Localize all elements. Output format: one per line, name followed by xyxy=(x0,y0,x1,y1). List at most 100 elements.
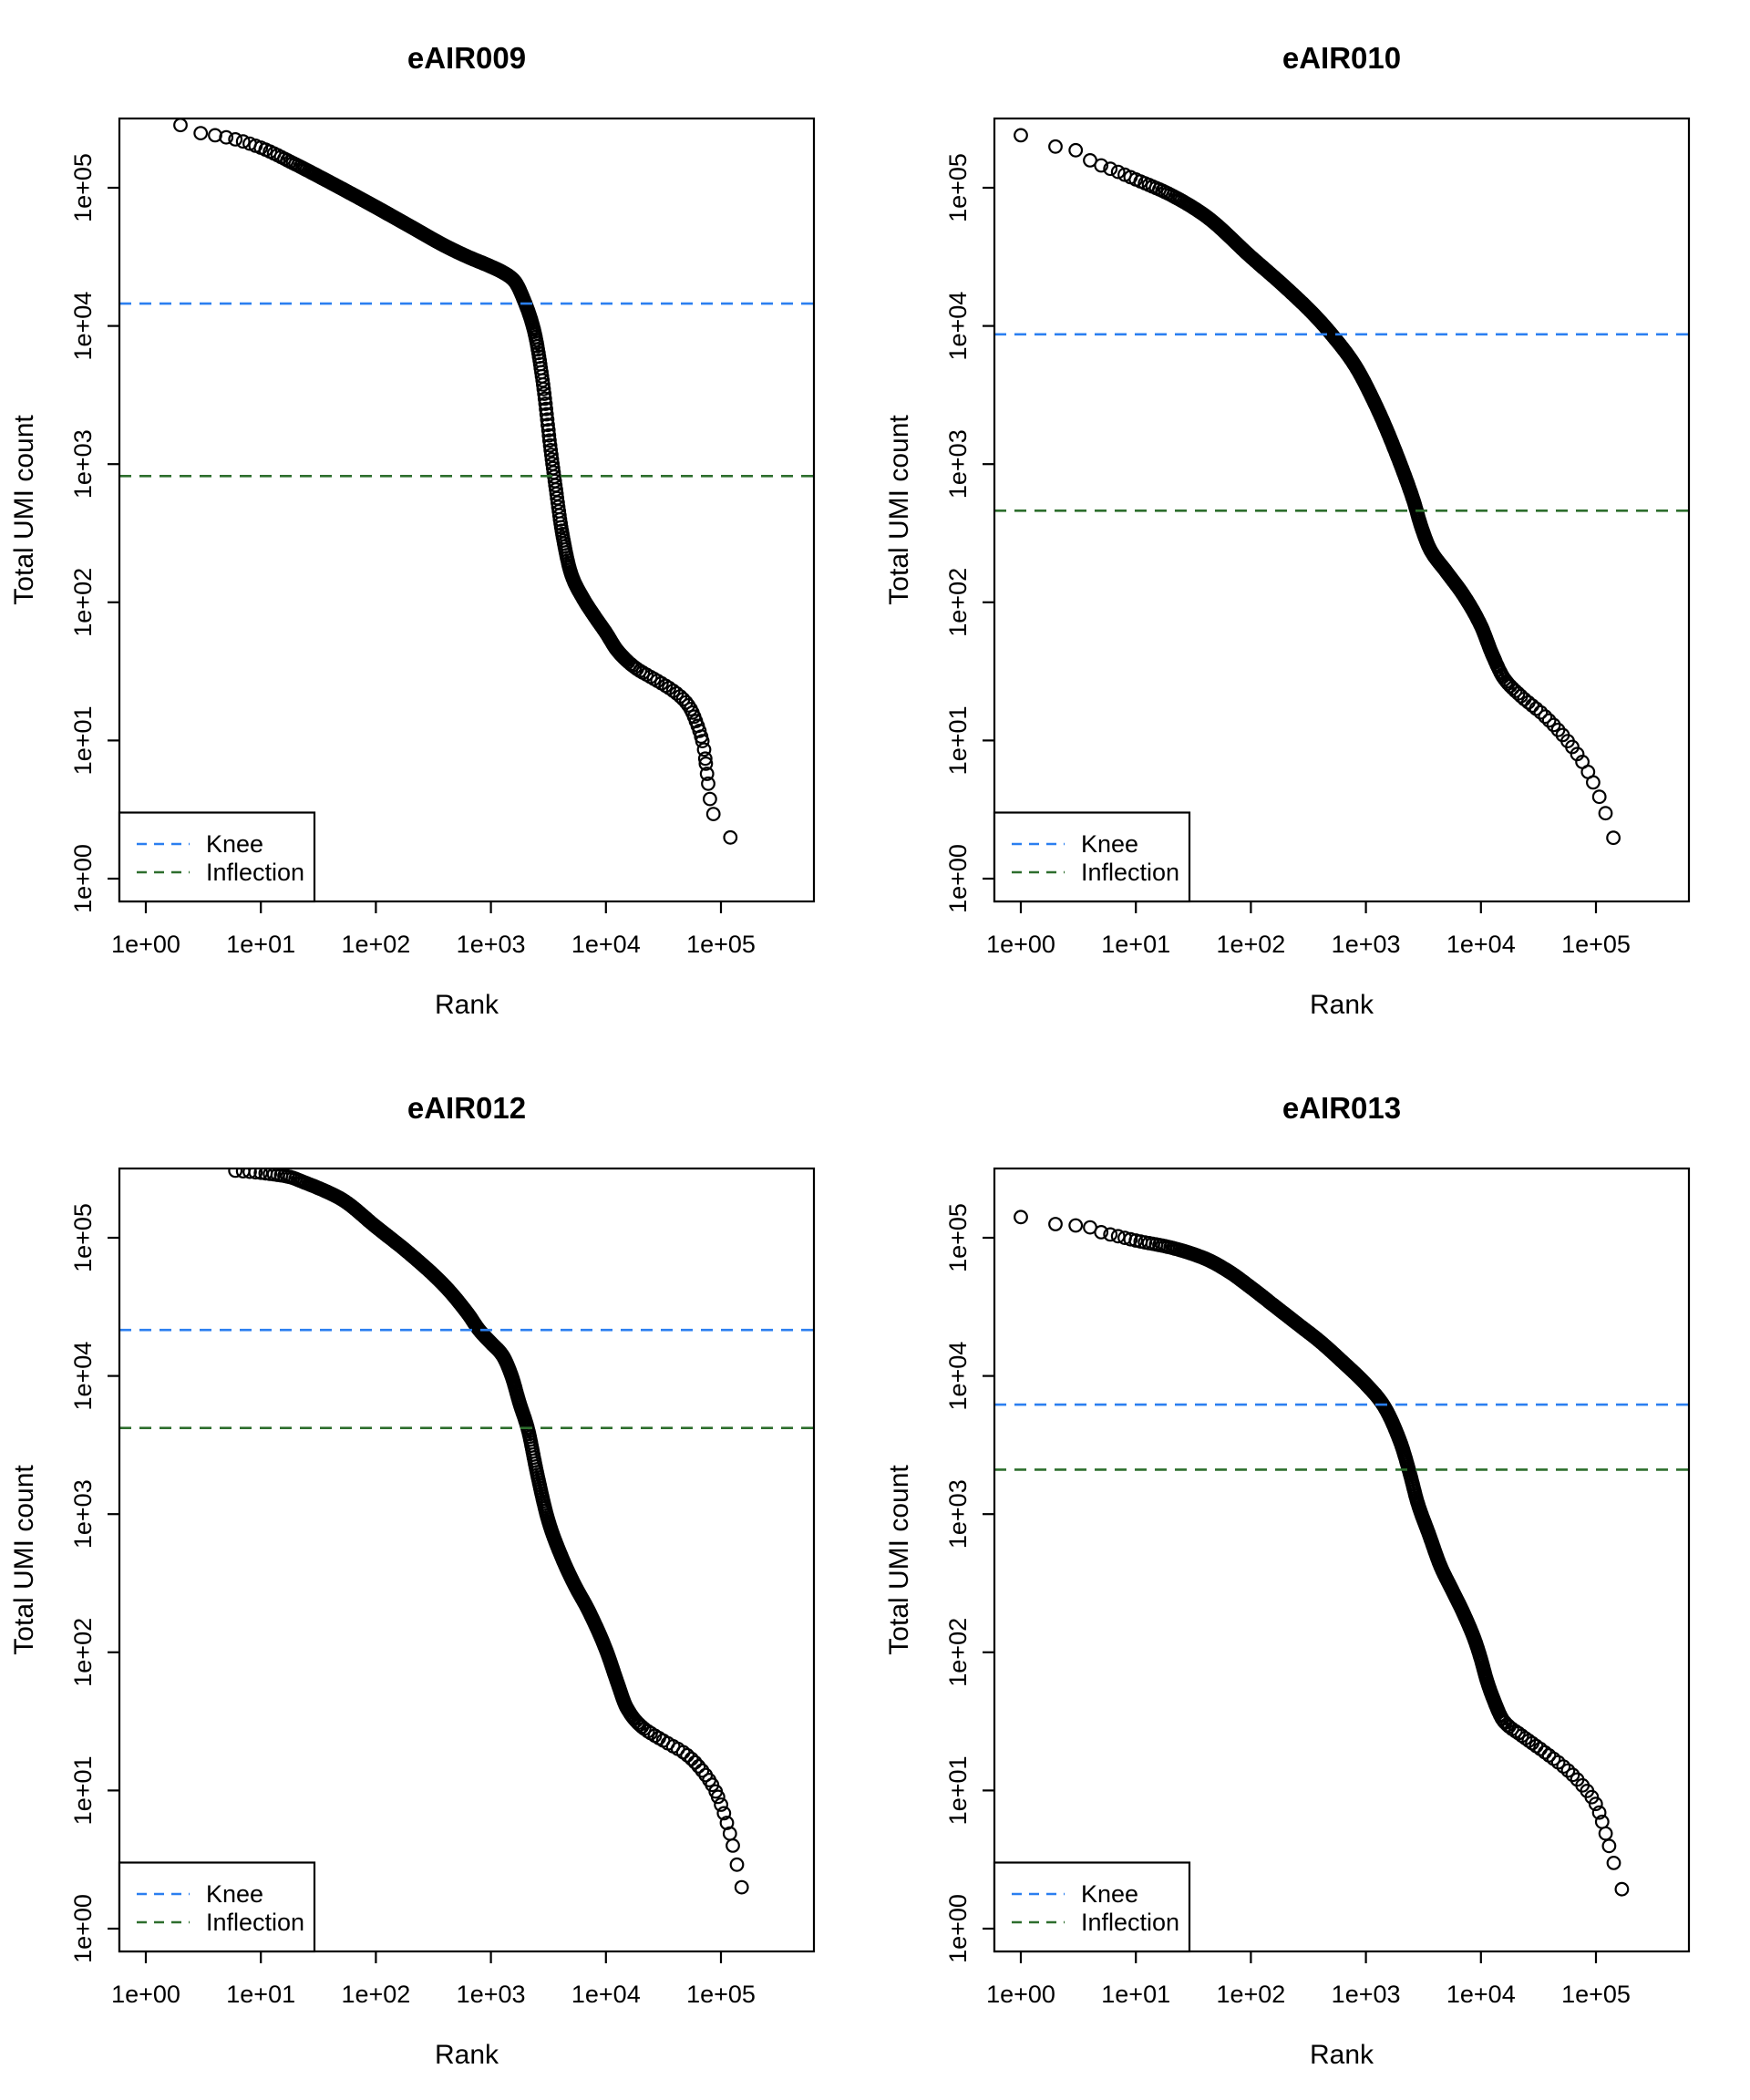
y-tick-label: 1e+02 xyxy=(944,1618,972,1687)
data-point xyxy=(699,767,715,781)
data-point xyxy=(698,757,714,771)
data-point xyxy=(541,427,557,443)
rank-plot-eAIR012: eAIR0121e+001e+001e+011e+011e+021e+021e+… xyxy=(9,1091,816,2070)
plot-title: eAIR013 xyxy=(1282,1091,1401,1125)
data-point xyxy=(687,1755,703,1770)
data-points xyxy=(1014,128,1621,846)
data-point xyxy=(538,396,553,411)
axis-ticks xyxy=(983,1236,1598,1963)
panel-eAIR012: eAIR012 1e+00 1e+00 1e+01 1e+01 1e+02 1e+02 1e+… xyxy=(0,1050,875,2100)
data-point xyxy=(697,751,713,767)
y-tick-label: 1e+01 xyxy=(944,705,972,775)
data-point xyxy=(1588,1796,1603,1812)
y-tick-label: 1e+00 xyxy=(69,1894,97,1963)
y-tick-label: 1e+05 xyxy=(944,1203,972,1272)
data-points xyxy=(173,118,738,845)
x-tick-label: 1e+02 xyxy=(1216,931,1285,958)
data-point xyxy=(539,401,553,417)
rank-plot-eAIR010: eAIR0101e+001e+001e+011e+011e+021e+021e+… xyxy=(884,41,1691,1020)
data-point xyxy=(696,742,712,757)
data-point xyxy=(540,412,555,427)
x-axis-title: Rank xyxy=(435,2040,499,2070)
y-tick-label: 1e+04 xyxy=(944,1342,972,1411)
data-point xyxy=(1094,158,1109,173)
data-point xyxy=(1586,775,1601,790)
plot-title: eAIR010 xyxy=(1282,41,1401,75)
y-tick-label: 1e+01 xyxy=(69,1755,97,1825)
data-point xyxy=(1094,1224,1109,1240)
data-point xyxy=(1525,698,1539,713)
axis-tick-labels: 1e+00 1e+00 1e+01 1e+01 1e+02 1e+02 1e+03 1e+03… xyxy=(69,1203,756,2008)
x-tick-label: 1e+02 xyxy=(341,1981,410,2008)
data-point xyxy=(1541,713,1557,728)
rank-plot-eAIR009: eAIR0091e+001e+001e+011e+011e+021e+021e+… xyxy=(9,41,816,1020)
data-point xyxy=(1606,830,1621,846)
data-point xyxy=(1048,1217,1063,1231)
data-point xyxy=(701,776,715,791)
panel-eAIR009: eAIR009 1e+00 1e+00 1e+01 1e+01 1e+02 1e+02 1e+… xyxy=(0,0,875,1050)
axis-tick-labels: 1e+00 1e+00 1e+01 1e+01 1e+02 1e+02 1e+03 1e+03… xyxy=(944,153,1631,958)
y-tick-label: 1e+03 xyxy=(944,429,972,499)
data-point xyxy=(173,118,188,133)
data-point xyxy=(540,417,555,433)
data-point xyxy=(542,438,558,453)
data-point xyxy=(1014,128,1028,143)
x-tick-label: 1e+00 xyxy=(111,931,180,958)
data-point xyxy=(1538,709,1553,725)
y-tick-label: 1e+05 xyxy=(69,1203,97,1272)
data-point xyxy=(1123,1231,1138,1247)
data-points xyxy=(228,1168,749,1895)
x-tick-label: 1e+03 xyxy=(457,1981,526,2008)
x-tick-label: 1e+00 xyxy=(986,931,1055,958)
data-point xyxy=(705,807,721,821)
y-tick-label: 1e+00 xyxy=(944,844,972,913)
data-point xyxy=(714,1797,728,1812)
x-tick-label: 1e+03 xyxy=(1332,931,1401,958)
data-point xyxy=(242,1168,257,1179)
data-point xyxy=(219,129,234,145)
legend-box xyxy=(118,811,316,903)
data-point xyxy=(691,1759,706,1774)
data-point xyxy=(1503,678,1518,694)
data-point xyxy=(726,1838,740,1853)
data-point xyxy=(537,386,552,401)
data-point xyxy=(1560,1763,1576,1778)
y-tick-label: 1e+01 xyxy=(69,705,97,775)
panel-eAIR010: eAIR010 1e+00 1e+00 1e+01 1e+01 1e+02 1e+02 1e+… xyxy=(875,0,1750,1050)
data-point xyxy=(729,1857,745,1872)
plot-title: eAIR009 xyxy=(407,41,526,75)
plot-box xyxy=(118,117,816,903)
x-tick-label: 1e+04 xyxy=(571,1981,641,2008)
axis-tick-labels: 1e+00 1e+00 1e+01 1e+01 1e+02 1e+02 1e+03 1e+03… xyxy=(944,1203,1631,2008)
legend-inflection-label: Inflection xyxy=(1081,859,1179,886)
data-point xyxy=(1068,142,1084,158)
plot-box xyxy=(993,1167,1691,1953)
y-tick-label: 1e+03 xyxy=(944,1479,972,1549)
x-tick-label: 1e+01 xyxy=(1101,931,1170,958)
x-tick-label: 1e+03 xyxy=(1332,1981,1401,2008)
x-tick-label: 1e+05 xyxy=(686,1981,756,2008)
data-point xyxy=(1048,139,1063,154)
axis-tick-labels: 1e+00 1e+00 1e+01 1e+01 1e+02 1e+02 1e+03 1e+03… xyxy=(69,153,756,958)
legend-knee-label: Knee xyxy=(206,830,263,858)
data-point xyxy=(228,1168,243,1179)
data-point xyxy=(537,391,552,407)
y-tick-label: 1e+04 xyxy=(944,292,972,361)
x-tick-label: 1e+05 xyxy=(1561,931,1631,958)
x-tick-label: 1e+05 xyxy=(1561,1981,1631,2008)
data-point xyxy=(680,1747,695,1763)
x-tick-label: 1e+01 xyxy=(226,931,295,958)
legend-knee-label: Knee xyxy=(206,1880,263,1908)
data-point xyxy=(1591,789,1607,805)
legend-knee-label: Knee xyxy=(1081,1880,1138,1908)
x-tick-label: 1e+03 xyxy=(457,931,526,958)
data-point xyxy=(1606,1856,1621,1870)
x-tick-label: 1e+04 xyxy=(571,931,641,958)
plot-box xyxy=(118,1167,816,1953)
data-point xyxy=(703,791,717,807)
x-tick-label: 1e+01 xyxy=(226,1981,295,2008)
x-axis-title: Rank xyxy=(1310,2040,1374,2070)
